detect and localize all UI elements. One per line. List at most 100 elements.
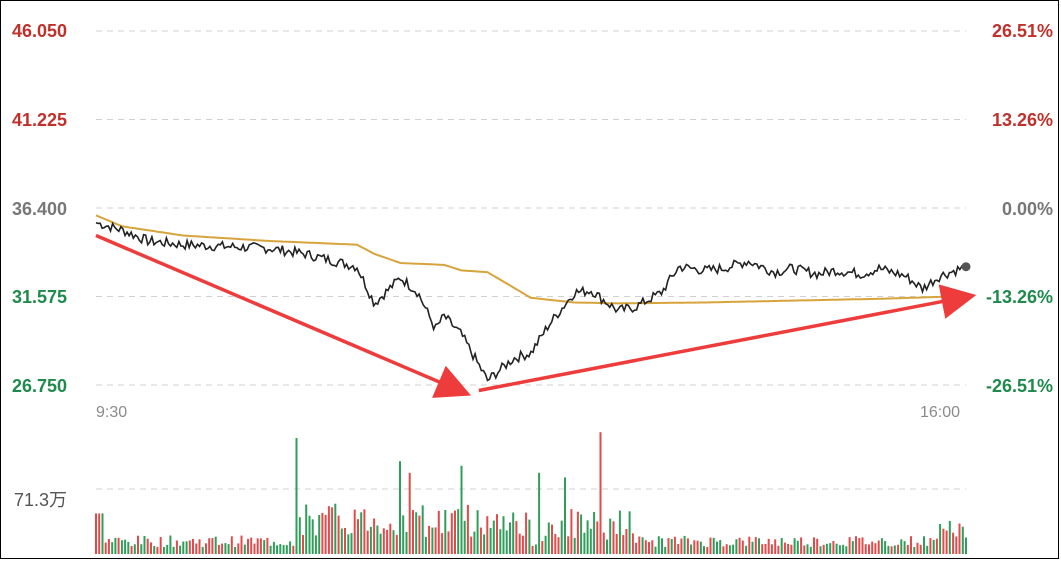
- volume-bar: [738, 537, 741, 554]
- price-tick-label: 31.575: [12, 287, 68, 307]
- volume-bar: [179, 545, 182, 554]
- volume-bar: [680, 538, 683, 554]
- last-price-dot: [961, 262, 971, 272]
- volume-bar: [489, 528, 492, 554]
- volume-bar: [596, 521, 599, 554]
- volume-bar: [512, 512, 515, 554]
- volume-bar: [392, 530, 395, 554]
- volume-bar: [276, 545, 279, 554]
- volume-bar: [777, 545, 780, 554]
- volume-bar: [751, 541, 754, 554]
- volume-bar: [576, 511, 579, 554]
- volume-bar: [855, 536, 857, 554]
- volume-bar: [247, 538, 249, 554]
- volume-bar: [573, 537, 576, 554]
- volume-bar: [327, 506, 330, 554]
- volume-bar: [505, 530, 508, 554]
- volume-bar: [661, 538, 663, 554]
- volume-bar: [961, 526, 964, 554]
- volume-bar: [667, 538, 670, 554]
- volume-bar: [732, 544, 735, 554]
- volume-bar: [282, 545, 285, 554]
- volume-bar: [686, 538, 689, 554]
- volume-bar: [664, 546, 667, 554]
- volume-bar: [903, 541, 906, 554]
- volume-bar: [195, 543, 198, 554]
- volume-bar: [719, 540, 722, 554]
- volume-bar: [311, 519, 314, 554]
- volume-bar: [641, 537, 644, 554]
- down-trend-arrow: [95, 233, 472, 398]
- volume-bar: [172, 546, 175, 554]
- price-line: [95, 221, 967, 382]
- volume-bar: [884, 541, 887, 554]
- volume-bar: [492, 520, 495, 554]
- volume-bar: [544, 535, 547, 554]
- volume-bar: [612, 521, 615, 554]
- grid-lines: [96, 30, 966, 490]
- volume-bar: [182, 541, 185, 554]
- volume-bar: [745, 545, 748, 554]
- volume-bar: [350, 533, 353, 554]
- volume-bar: [353, 509, 356, 554]
- volume-bar: [373, 518, 376, 554]
- volume-bar: [916, 542, 919, 554]
- volume-bar: [214, 536, 217, 554]
- volume-bar: [95, 513, 97, 554]
- volume-bar: [822, 544, 825, 554]
- volume-bar: [321, 512, 324, 554]
- volume-bar: [263, 540, 266, 554]
- price-tick-label: 26.750: [12, 376, 68, 396]
- volume-bar: [774, 539, 777, 554]
- volume-bar: [906, 544, 909, 554]
- volume-bar: [205, 543, 207, 554]
- volume-bar: [243, 544, 246, 554]
- volume-bar: [945, 530, 948, 554]
- volume-bar: [366, 530, 369, 554]
- volume-bar: [829, 543, 832, 554]
- volume-bar: [965, 537, 967, 554]
- volume-bar: [534, 544, 537, 554]
- volume-bar: [137, 535, 139, 554]
- volume-bar: [399, 461, 401, 554]
- volume-bar: [124, 539, 127, 554]
- volume-bar: [615, 534, 618, 554]
- volume-bar: [783, 542, 786, 554]
- volume-bar: [809, 546, 812, 554]
- volume-bar: [690, 544, 693, 554]
- volume-bar: [609, 518, 612, 554]
- volume-bar: [880, 538, 883, 554]
- percent-tick-label: 13.26%: [991, 110, 1053, 130]
- volume-bar: [476, 510, 479, 554]
- volume-bar: [153, 546, 156, 554]
- volume-bar: [486, 516, 489, 554]
- volume-bar: [441, 533, 444, 554]
- volume-bar: [893, 545, 896, 554]
- volume-bar: [929, 538, 932, 554]
- volume-bar: [192, 539, 194, 554]
- volume-bar: [602, 532, 605, 554]
- percent-tick-label: 26.51%: [991, 21, 1053, 41]
- volume-bar: [428, 525, 431, 554]
- volume-bar: [117, 537, 120, 554]
- volume-bar: [305, 504, 308, 554]
- volume-bar: [764, 544, 767, 554]
- volume-bar: [499, 529, 502, 554]
- volume-bar: [618, 510, 621, 554]
- volume-bar: [509, 522, 511, 554]
- volume-bar: [538, 472, 541, 554]
- volume-bar: [560, 520, 563, 554]
- volume-bar: [606, 539, 608, 554]
- volume-bar: [363, 509, 366, 554]
- x-tick-end: 16:00: [920, 404, 961, 421]
- volume-bar: [470, 536, 473, 554]
- volume-bar: [919, 544, 922, 554]
- volume-bar: [673, 536, 676, 554]
- volume-bar: [825, 543, 828, 554]
- volume-bar: [166, 544, 169, 554]
- volume-bar: [285, 545, 288, 554]
- volume-bar: [140, 544, 143, 554]
- volume-bar: [525, 512, 528, 554]
- volume-bar: [479, 527, 482, 554]
- x-tick-start: 9:30: [96, 404, 128, 421]
